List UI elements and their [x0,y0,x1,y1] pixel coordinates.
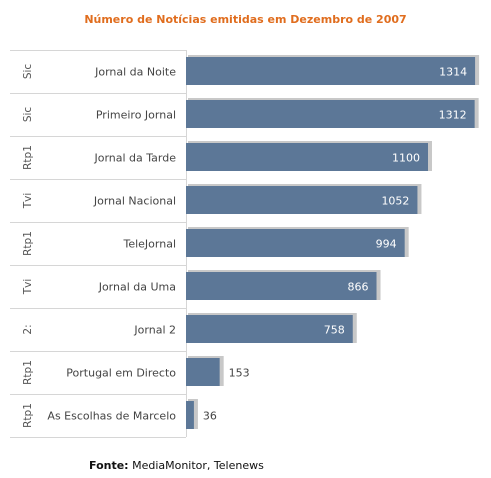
category-label: Jornal da Noite [94,66,176,79]
category-label: Jornal 2 [133,324,176,337]
category-label: TeleJornal [122,238,176,251]
data-label: 758 [324,324,345,337]
category-label: Portugal em Directo [66,367,176,380]
data-label: 1100 [392,152,420,165]
group-label: Sic [22,64,34,80]
group-label: Rtp1 [22,231,34,256]
bar [186,186,418,214]
data-label: 1052 [381,195,409,208]
category-label: Jornal da Tarde [93,152,176,165]
data-label: 866 [348,281,369,294]
bar [186,358,220,386]
category-label: As Escolhas de Marcelo [47,410,176,423]
data-label: 1312 [439,109,467,122]
category-label: Jornal Nacional [93,195,176,208]
data-label: 153 [229,367,250,380]
group-label: Sic [22,107,34,123]
bar [186,100,475,128]
group-label: 2: [22,324,34,334]
category-label: Jornal da Uma [98,281,176,294]
source-note: Fonte: MediaMonitor, Telenews [89,459,264,472]
group-label: Rtp1 [22,145,34,170]
category-label: Primeiro Jornal [96,109,176,122]
data-label: 36 [203,410,217,423]
bar [186,143,428,171]
data-label: 1314 [439,66,467,79]
bar [186,57,476,85]
bar [186,272,377,300]
bar [186,401,194,429]
bar [186,229,405,257]
group-label: Rtp1 [22,360,34,385]
bar [186,315,353,343]
source-label: Fonte: [89,459,129,472]
group-label: Tvi [22,193,34,210]
source-text: MediaMonitor, Telenews [132,459,264,472]
chart-title: Número de Notícias emitidas em Dezembro … [84,13,407,26]
group-label: Rtp1 [22,403,34,428]
data-label: 994 [376,238,397,251]
group-label: Tvi [22,279,34,296]
